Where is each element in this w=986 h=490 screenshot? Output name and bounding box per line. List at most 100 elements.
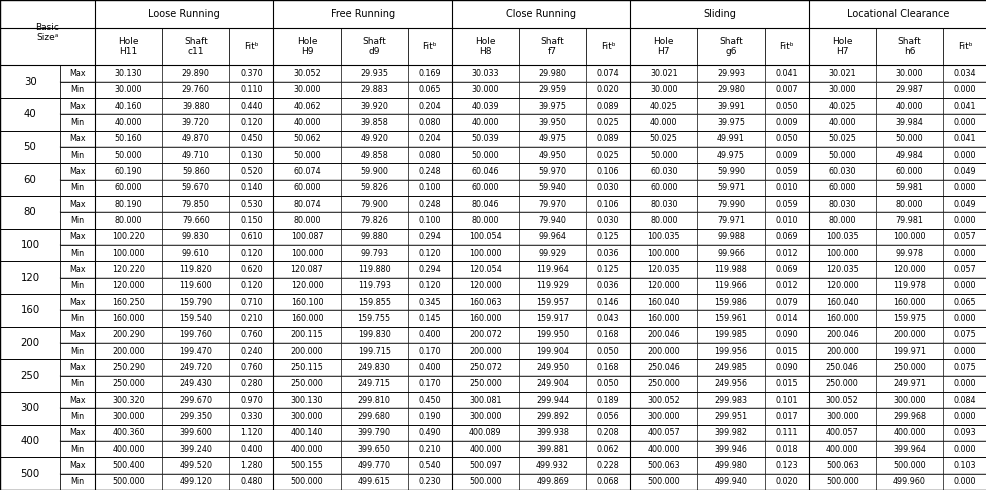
Bar xyxy=(407,114,452,130)
Bar xyxy=(586,343,629,359)
Bar xyxy=(697,310,764,327)
Bar xyxy=(629,163,697,179)
Bar xyxy=(764,457,808,474)
Text: 0.007: 0.007 xyxy=(774,85,797,94)
Bar xyxy=(519,441,586,457)
Bar xyxy=(519,474,586,490)
Bar xyxy=(95,228,162,245)
Bar xyxy=(586,81,629,98)
Bar xyxy=(697,228,764,245)
Text: 159.755: 159.755 xyxy=(357,314,390,323)
Text: 0.030: 0.030 xyxy=(597,216,619,225)
Bar xyxy=(519,359,586,376)
Bar xyxy=(229,196,273,212)
Text: 0.130: 0.130 xyxy=(240,150,262,160)
Text: 100.000: 100.000 xyxy=(647,248,679,258)
Bar xyxy=(60,261,95,278)
Text: 40.000: 40.000 xyxy=(650,118,676,127)
Bar xyxy=(273,28,340,65)
Bar xyxy=(875,98,942,114)
Bar xyxy=(519,28,586,65)
Bar xyxy=(407,359,452,376)
Bar xyxy=(162,147,229,163)
Bar xyxy=(452,327,519,343)
Bar xyxy=(60,310,95,327)
Text: 0.330: 0.330 xyxy=(240,412,262,421)
Bar xyxy=(452,294,519,310)
Bar xyxy=(942,163,986,179)
Text: 0.710: 0.710 xyxy=(240,297,262,307)
Bar xyxy=(407,425,452,441)
Bar xyxy=(273,65,340,81)
Bar xyxy=(162,245,229,261)
Bar xyxy=(340,81,407,98)
Bar xyxy=(273,179,340,196)
Bar xyxy=(629,474,697,490)
Text: 400.000: 400.000 xyxy=(468,444,501,454)
Bar xyxy=(162,457,229,474)
Text: 0.610: 0.610 xyxy=(240,232,262,241)
Text: 0.017: 0.017 xyxy=(774,412,797,421)
Text: 0.190: 0.190 xyxy=(418,412,441,421)
Bar xyxy=(229,261,273,278)
Bar xyxy=(0,228,60,261)
Bar xyxy=(95,392,162,408)
Bar xyxy=(273,147,340,163)
Bar xyxy=(0,359,60,392)
Bar xyxy=(764,245,808,261)
Bar xyxy=(519,228,586,245)
Bar xyxy=(95,425,162,441)
Bar xyxy=(697,179,764,196)
Bar xyxy=(875,130,942,147)
Bar xyxy=(629,310,697,327)
Text: 0.970: 0.970 xyxy=(240,395,262,405)
Bar xyxy=(697,343,764,359)
Bar xyxy=(340,359,407,376)
Bar xyxy=(942,294,986,310)
Bar xyxy=(764,441,808,457)
Text: 249.956: 249.956 xyxy=(714,379,746,388)
Bar xyxy=(586,376,629,392)
Text: 120.000: 120.000 xyxy=(468,281,501,290)
Bar xyxy=(60,114,95,130)
Bar xyxy=(875,408,942,425)
Text: 160: 160 xyxy=(21,305,39,315)
Text: 29.980: 29.980 xyxy=(538,69,566,78)
Bar xyxy=(586,261,629,278)
Bar xyxy=(586,212,629,228)
Text: 499.932: 499.932 xyxy=(535,461,569,470)
Bar xyxy=(629,376,697,392)
Text: 400.000: 400.000 xyxy=(825,444,858,454)
Text: 0.110: 0.110 xyxy=(240,85,262,94)
Bar xyxy=(629,65,697,81)
Text: 0.062: 0.062 xyxy=(597,444,619,454)
Bar xyxy=(60,294,95,310)
Text: 160.000: 160.000 xyxy=(468,314,501,323)
Bar xyxy=(60,392,95,408)
Bar xyxy=(764,343,808,359)
Bar xyxy=(60,147,95,163)
Text: Min: Min xyxy=(70,85,85,94)
Text: 50.062: 50.062 xyxy=(293,134,320,143)
Text: 59.826: 59.826 xyxy=(360,183,387,192)
Text: 0.280: 0.280 xyxy=(240,379,262,388)
Bar xyxy=(808,425,875,441)
Bar xyxy=(162,98,229,114)
Text: 0.057: 0.057 xyxy=(952,232,975,241)
Text: 80.000: 80.000 xyxy=(894,199,922,209)
Text: Loose Running: Loose Running xyxy=(148,9,220,19)
Bar xyxy=(95,310,162,327)
Text: 0.010: 0.010 xyxy=(775,183,797,192)
Text: 100.000: 100.000 xyxy=(892,232,925,241)
Text: 0.075: 0.075 xyxy=(952,330,975,339)
Bar xyxy=(229,441,273,457)
Text: 0.057: 0.057 xyxy=(952,265,975,274)
Text: Min: Min xyxy=(70,346,85,356)
Bar xyxy=(519,81,586,98)
Text: 50.160: 50.160 xyxy=(114,134,142,143)
Bar xyxy=(519,212,586,228)
Bar xyxy=(875,196,942,212)
Text: 159.540: 159.540 xyxy=(179,314,212,323)
Bar xyxy=(764,294,808,310)
Bar xyxy=(519,147,586,163)
